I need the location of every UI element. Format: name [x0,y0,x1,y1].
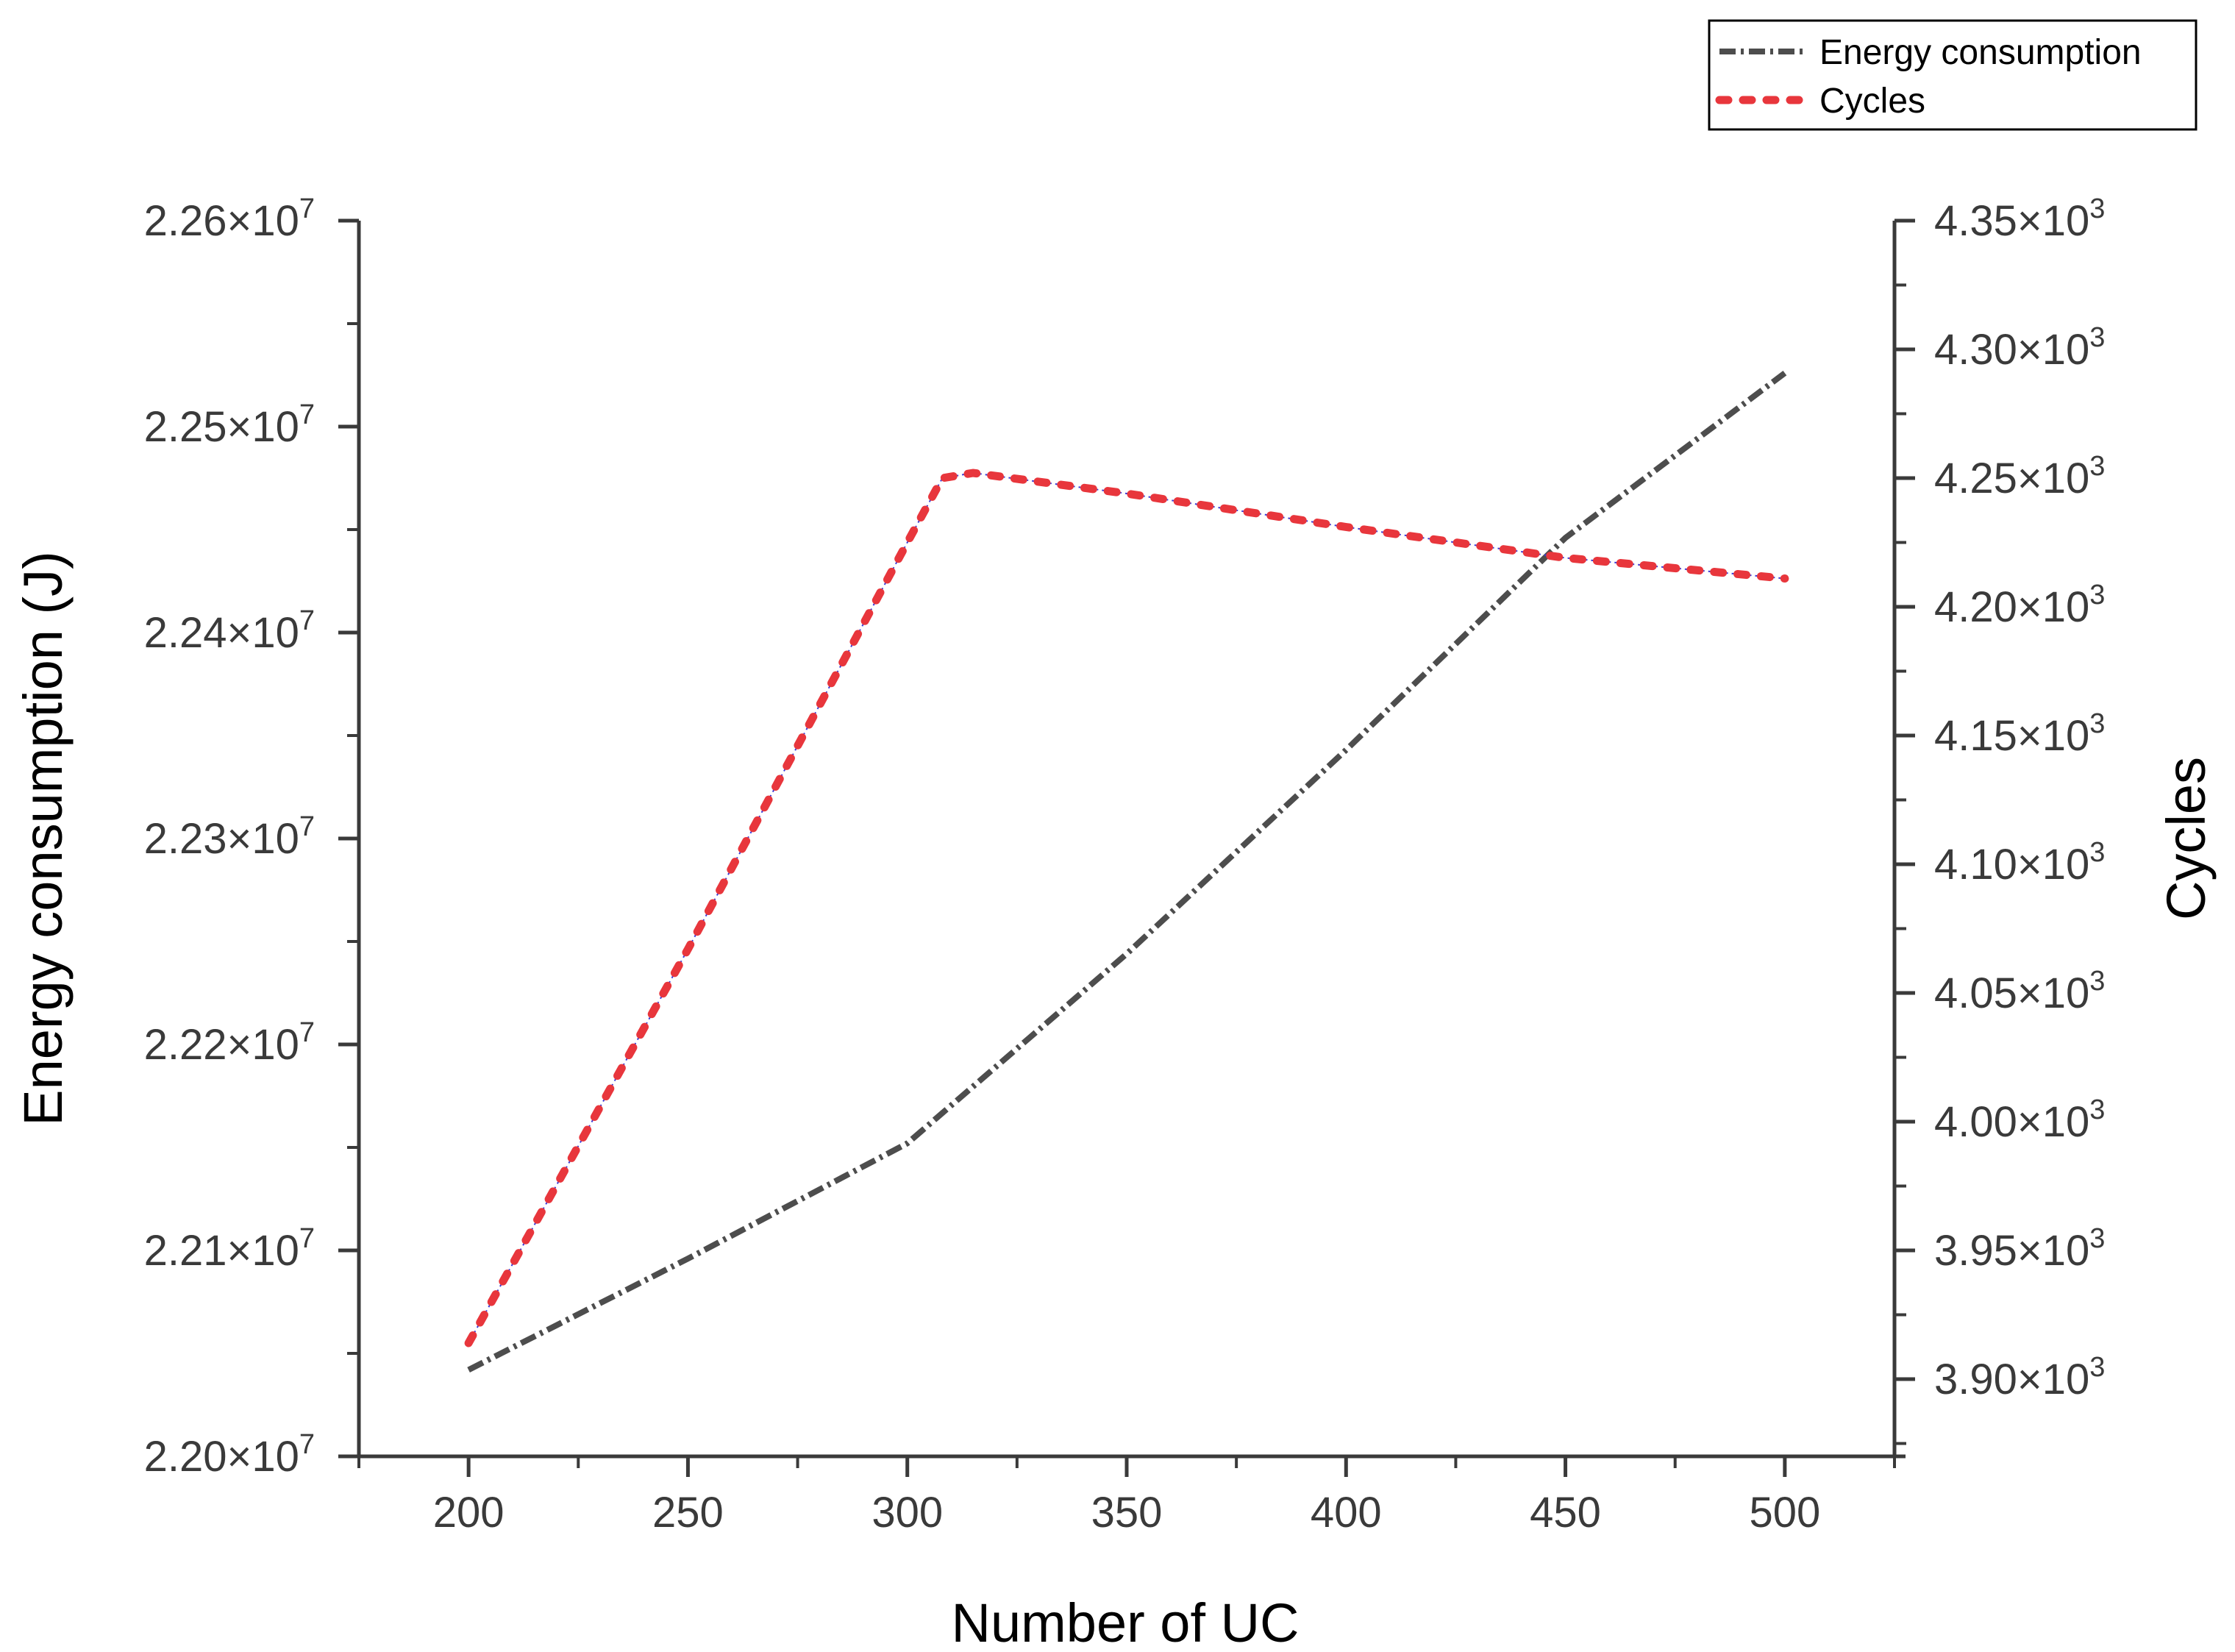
y-tick-label: 2.26×107 [144,193,315,245]
y-axis-title: Energy consumption (J) [13,551,74,1125]
x-tick-label: 350 [1091,1489,1163,1537]
legend-label: Energy consumption [1819,33,2142,72]
legend: Energy consumption Cycles [1708,19,2197,131]
y2-tick-label: 4.15×103 [1934,708,2105,760]
y2-tick-label: 4.00×103 [1934,1094,2105,1146]
y-tick-label: 2.20×107 [144,1429,315,1481]
y-tick-label: 2.25×107 [144,399,315,451]
series-line-energy-consumption [467,371,1787,1372]
cycles-guide-line [468,471,1785,1344]
series-line-cycles [464,469,1789,1347]
y-tick-label: 2.21×107 [144,1223,315,1275]
y-tick-label: 2.23×107 [144,811,315,863]
x-tick-label: 250 [652,1489,724,1537]
y-tick-label: 2.22×107 [144,1017,315,1069]
legend-box [1708,19,2197,131]
x-tick-label: 500 [1749,1489,1820,1537]
legend-label: Cycles [1819,82,1925,121]
y2-tick-label: 4.10×103 [1934,837,2105,889]
y2-tick-label: 4.25×103 [1934,451,2105,502]
x-axis-title: Number of UC [952,1592,1300,1652]
y2-axis-title: Cycles [2156,757,2217,920]
y2-tick-label: 4.35×103 [1934,193,2105,245]
x-tick-label: 200 [433,1489,505,1537]
x-tick-label: 450 [1530,1489,1601,1537]
series-layer [464,371,1789,1372]
y-tick-label: 2.24×107 [144,605,315,657]
y2-tick-label: 4.20×103 [1934,580,2105,631]
y2-tick-label: 4.30×103 [1934,322,2105,374]
y2-tick-label: 4.05×103 [1934,966,2105,1017]
x-tick-label: 400 [1311,1489,1382,1537]
x-tick-label: 300 [871,1489,943,1537]
axes: 200 250 300 350 400 450 500 2.20×107 2.21×107 2.2… [144,193,2106,1537]
y2-tick-label: 3.90×103 [1934,1352,2105,1403]
y2-tick-label: 3.95×103 [1934,1223,2105,1275]
